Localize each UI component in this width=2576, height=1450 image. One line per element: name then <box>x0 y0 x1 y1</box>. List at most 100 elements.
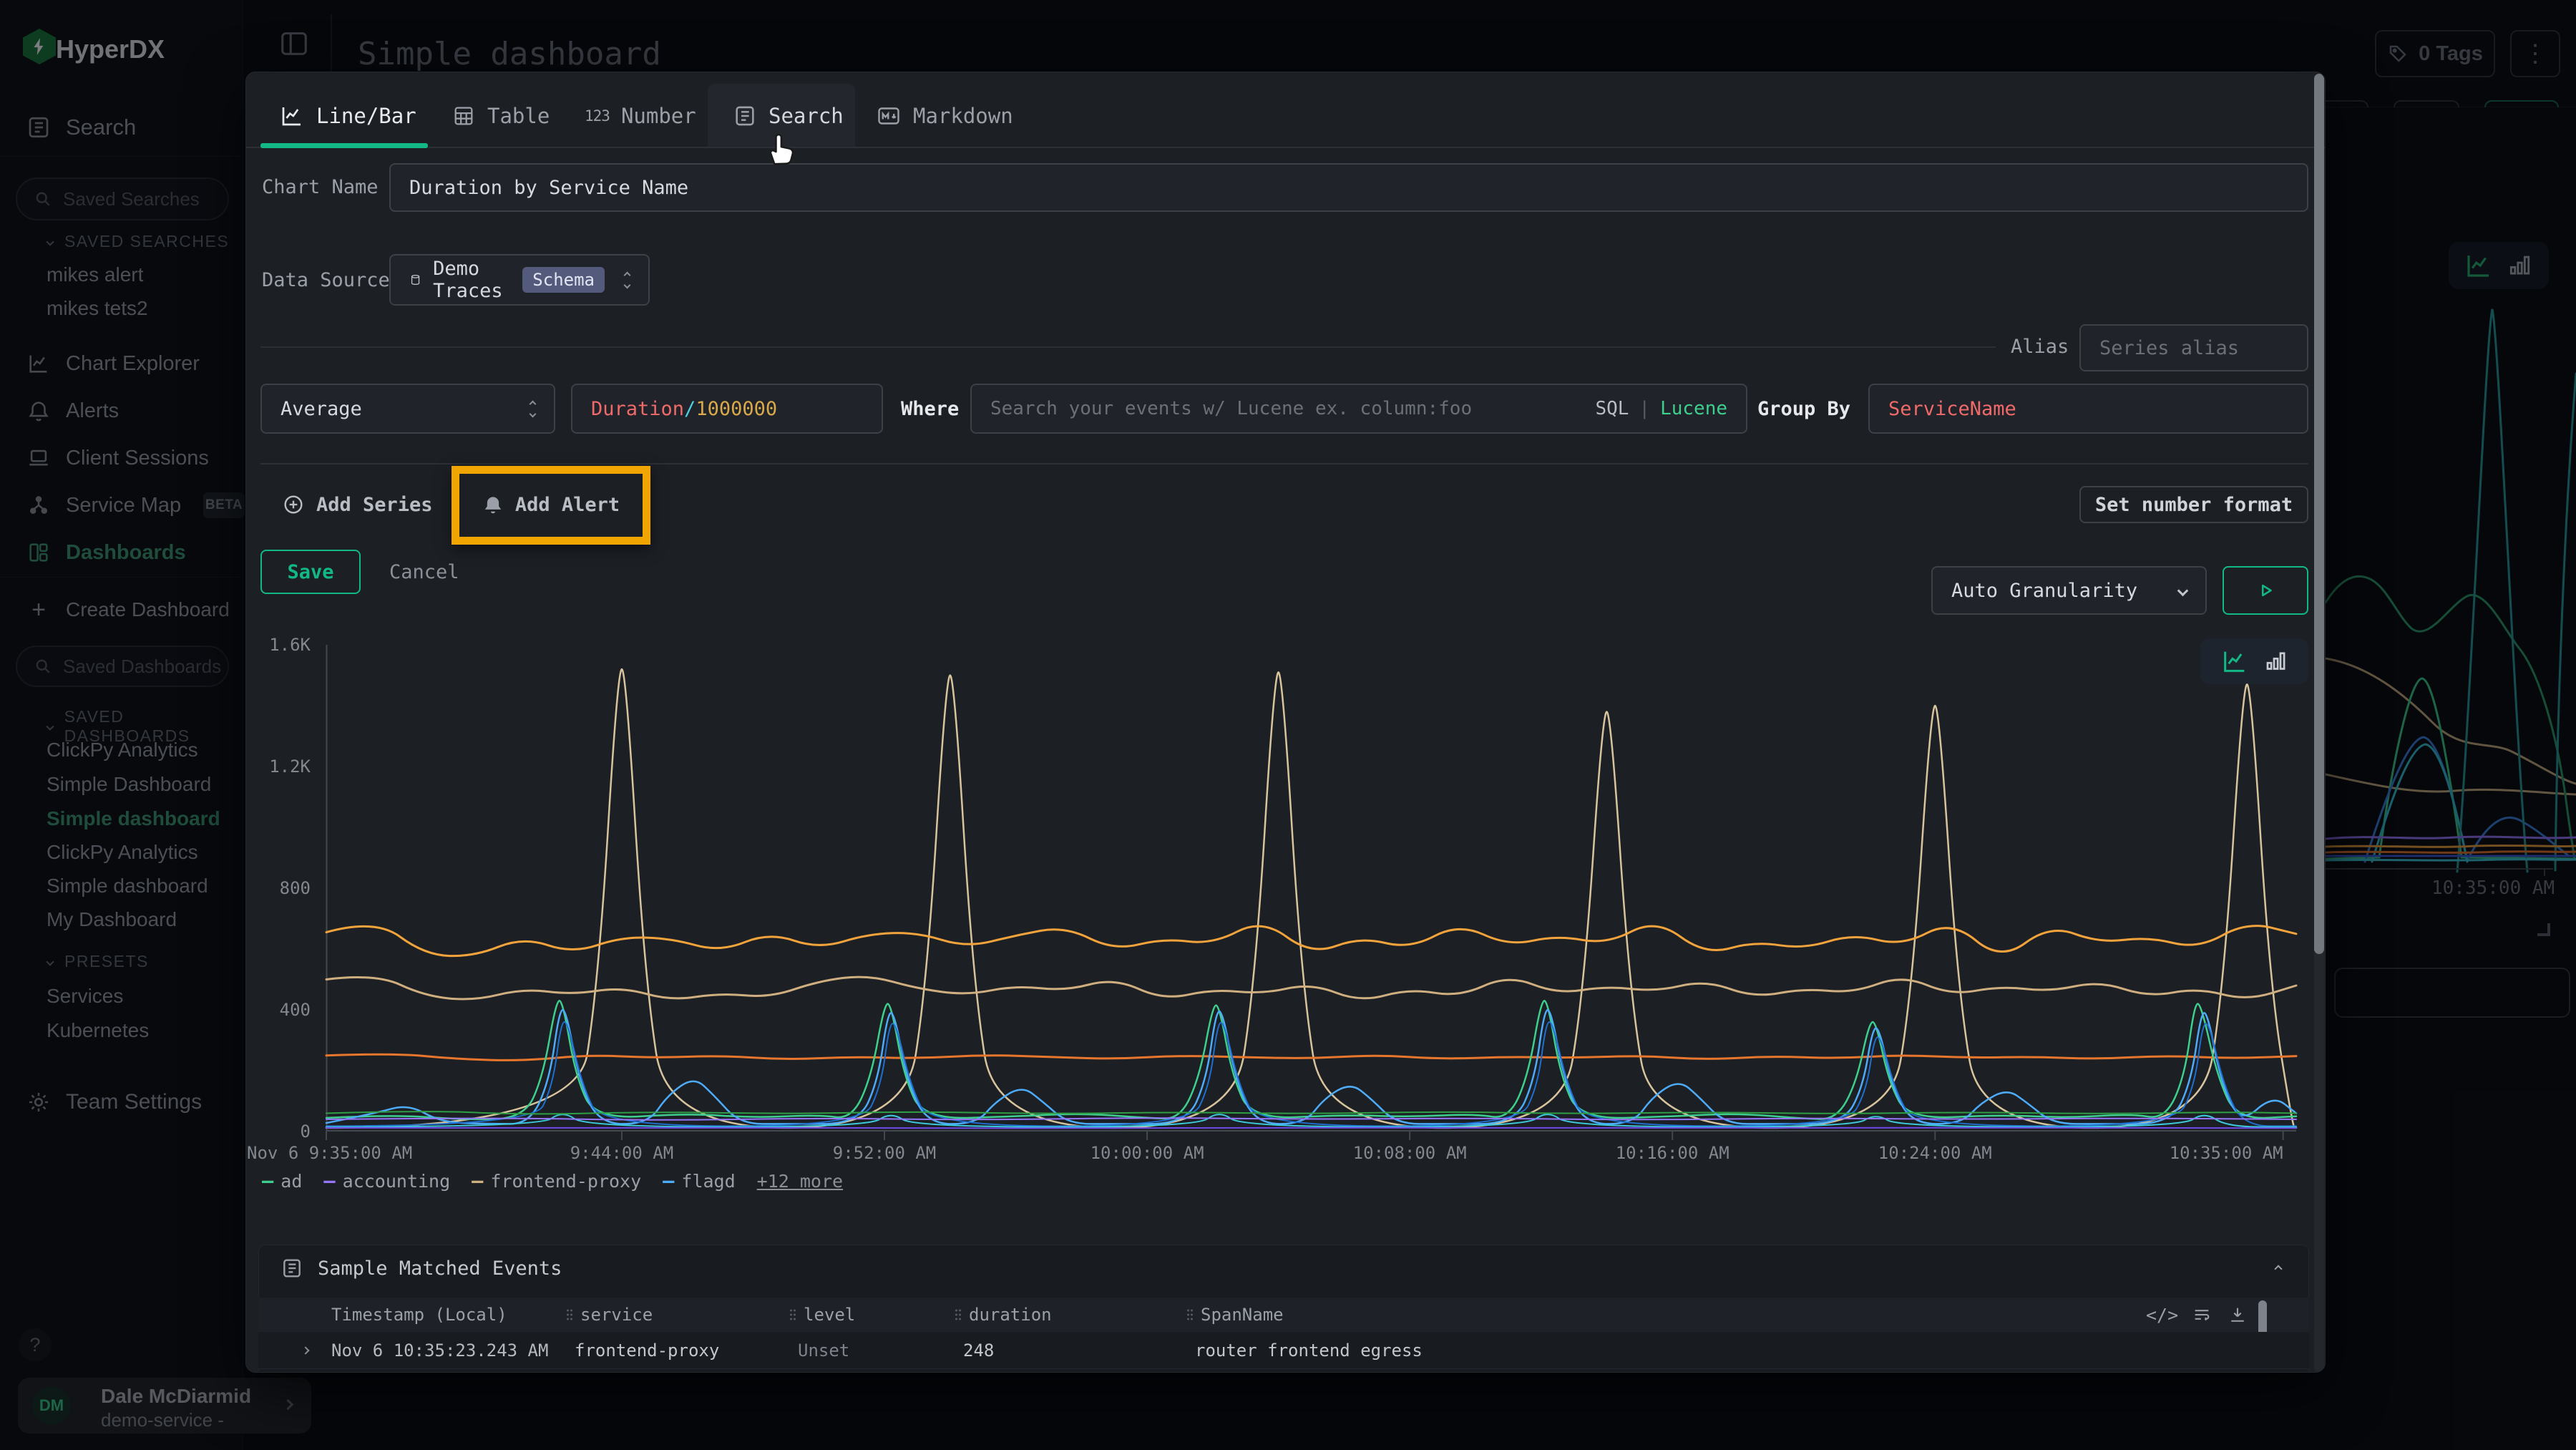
circle-plus-icon <box>282 493 305 516</box>
line-chart-icon <box>279 103 305 129</box>
series-indigo-low <box>326 1127 2296 1128</box>
table-row[interactable]: Nov 6 10:35:23.243 AM frontend-proxy Uns… <box>258 1371 2309 1373</box>
tab-label: Search <box>769 104 844 128</box>
chart-legend: —ad —accounting — frontend-proxy —flagd +… <box>262 1170 843 1192</box>
cell-level: Unset <box>798 1340 849 1361</box>
x-tick-label: 10:24:00 AM <box>1878 1143 1992 1163</box>
drag-handle-icon <box>789 1308 796 1321</box>
wrap-lines-icon[interactable] <box>2192 1305 2212 1325</box>
app-root: HyperDX Search Saved Searches SAVED SEAR… <box>0 0 2576 1450</box>
data-source-label: Data Source <box>262 269 390 291</box>
legend-label: flagd <box>681 1171 735 1192</box>
alias-label: Alias <box>2011 336 2069 358</box>
alias-placeholder: Series alias <box>2099 337 2239 359</box>
legend-item[interactable]: —accounting <box>323 1170 450 1192</box>
main-chart[interactable] <box>326 645 2296 1132</box>
sample-events-title: Sample Matched Events <box>318 1257 562 1280</box>
series-frontend-proxy <box>326 977 2296 999</box>
x-tick-label: Nov 6 9:35:00 AM <box>247 1143 412 1163</box>
expr-slash: / <box>684 398 696 420</box>
events-table-header: Timestamp (Local) service level duration… <box>258 1298 2309 1332</box>
granularity-value: Auto Granularity <box>1951 580 2137 602</box>
markdown-icon <box>876 103 902 129</box>
drag-handle-icon <box>566 1308 573 1321</box>
table-icon <box>452 104 476 128</box>
select-chevrons-icon <box>530 402 535 417</box>
aggregation-select[interactable]: Average <box>260 384 555 434</box>
col-spanname[interactable]: SpanName <box>1186 1305 1284 1325</box>
select-chevrons-icon <box>625 273 630 288</box>
chart-editor-modal: Line/Bar Table 123 Number Search Markdow… <box>245 72 2326 1373</box>
cancel-button[interactable]: Cancel <box>389 550 459 594</box>
legend-label: frontend-proxy <box>490 1171 641 1192</box>
expr-divisor: 1000000 <box>696 398 777 420</box>
legend-item[interactable]: —flagd <box>663 1170 736 1192</box>
tab-markdown[interactable]: Markdown <box>876 85 1013 147</box>
where-input[interactable]: Search your events w/ Lucene ex. column:… <box>970 384 1747 434</box>
tab-label: Line/Bar <box>316 104 416 128</box>
add-alert-button[interactable]: Add Alert <box>472 485 630 525</box>
chart-name-label: Chart Name <box>262 176 379 198</box>
tab-line-bar[interactable]: Line/Bar <box>279 85 416 147</box>
y-tick-label: 0 <box>246 1121 311 1142</box>
table-row[interactable]: Nov 6 10:35:23.243 AM frontend-proxy Uns… <box>258 1332 2309 1369</box>
data-source-value: Demo Traces <box>433 258 511 302</box>
col-service[interactable]: service <box>566 1305 653 1325</box>
series-orange-upper <box>326 926 2296 956</box>
aggregation-value: Average <box>280 398 362 420</box>
save-button[interactable]: Save <box>260 550 361 594</box>
legend-dash-icon: — <box>472 1170 483 1192</box>
legend-item[interactable]: —ad <box>262 1170 302 1192</box>
divider <box>260 346 1996 348</box>
cell-spanname: router frontend egress <box>1195 1340 1423 1361</box>
schema-badge: Schema <box>522 267 605 293</box>
expr-field: Duration <box>591 398 684 420</box>
play-icon <box>2255 580 2276 601</box>
divider <box>260 463 2308 464</box>
cell-duration: 248 <box>963 1340 994 1361</box>
sql-mode-button[interactable]: SQL <box>1595 398 1629 419</box>
group-by-value: ServiceName <box>1888 398 2016 420</box>
group-by-input[interactable]: ServiceName <box>1868 384 2308 434</box>
x-tick-label: 10:35:00 AM <box>2170 1143 2283 1163</box>
col-duration[interactable]: duration <box>955 1305 1052 1325</box>
tab-label: Number <box>621 104 696 128</box>
tab-table[interactable]: Table <box>452 85 550 147</box>
cell-service: frontend-proxy <box>575 1340 719 1361</box>
x-tick-label: 10:16:00 AM <box>1616 1143 1729 1163</box>
chart-name-input[interactable]: Duration by Service Name <box>389 163 2308 212</box>
active-tab-indicator <box>260 143 428 148</box>
series-alias-input[interactable]: Series alias <box>2079 324 2308 371</box>
code-view-icon[interactable]: </> <box>2146 1305 2178 1325</box>
database-icon <box>409 269 421 291</box>
series-ad <box>326 1001 2296 1119</box>
granularity-select[interactable]: Auto Granularity <box>1931 566 2207 615</box>
run-chart-button[interactable] <box>2223 566 2308 615</box>
list-icon <box>733 104 757 128</box>
number-123-icon: 123 <box>585 107 610 125</box>
col-level[interactable]: level <box>789 1305 855 1325</box>
col-timestamp[interactable]: Timestamp (Local) <box>331 1305 507 1325</box>
legend-more-button[interactable]: +12 more <box>757 1171 843 1192</box>
x-axis-labels: Nov 6 9:35:00 AM9:44:00 AM9:52:00 AM10:0… <box>326 1143 2296 1167</box>
chevron-down-icon <box>2177 585 2189 596</box>
modal-scrollbar[interactable] <box>2314 74 2324 1372</box>
series-flagd <box>326 1010 2296 1124</box>
tab-number[interactable]: 123 Number <box>585 85 696 147</box>
cell-timestamp: Nov 6 10:35:23.243 AM <box>331 1340 548 1361</box>
bell-icon <box>482 494 504 515</box>
series-green-low <box>326 1111 2296 1114</box>
expand-row-icon[interactable] <box>301 1346 309 1354</box>
sample-events-header[interactable]: Sample Matched Events <box>280 1257 562 1280</box>
add-series-button[interactable]: Add Series <box>282 485 433 525</box>
drag-handle-icon <box>955 1308 962 1321</box>
set-number-format-button[interactable]: Set number format <box>2079 486 2308 523</box>
field-expression-input[interactable]: Duration/1000000 <box>571 384 883 434</box>
legend-item[interactable]: — frontend-proxy <box>472 1170 641 1192</box>
where-placeholder: Search your events w/ Lucene ex. column:… <box>990 398 1472 419</box>
lucene-mode-button[interactable]: Lucene <box>1660 398 1727 419</box>
download-icon[interactable] <box>2228 1305 2248 1325</box>
y-axis-labels: 1.6K1.2K8004000 <box>246 645 318 1132</box>
data-source-select[interactable]: Demo Traces Schema <box>389 254 650 306</box>
group-by-label: Group By <box>1757 398 1850 420</box>
